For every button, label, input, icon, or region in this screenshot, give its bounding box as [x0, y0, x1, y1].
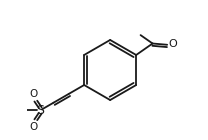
Text: O: O — [169, 39, 177, 49]
Text: O: O — [29, 122, 37, 131]
Text: S: S — [36, 104, 44, 117]
Text: O: O — [29, 89, 37, 99]
